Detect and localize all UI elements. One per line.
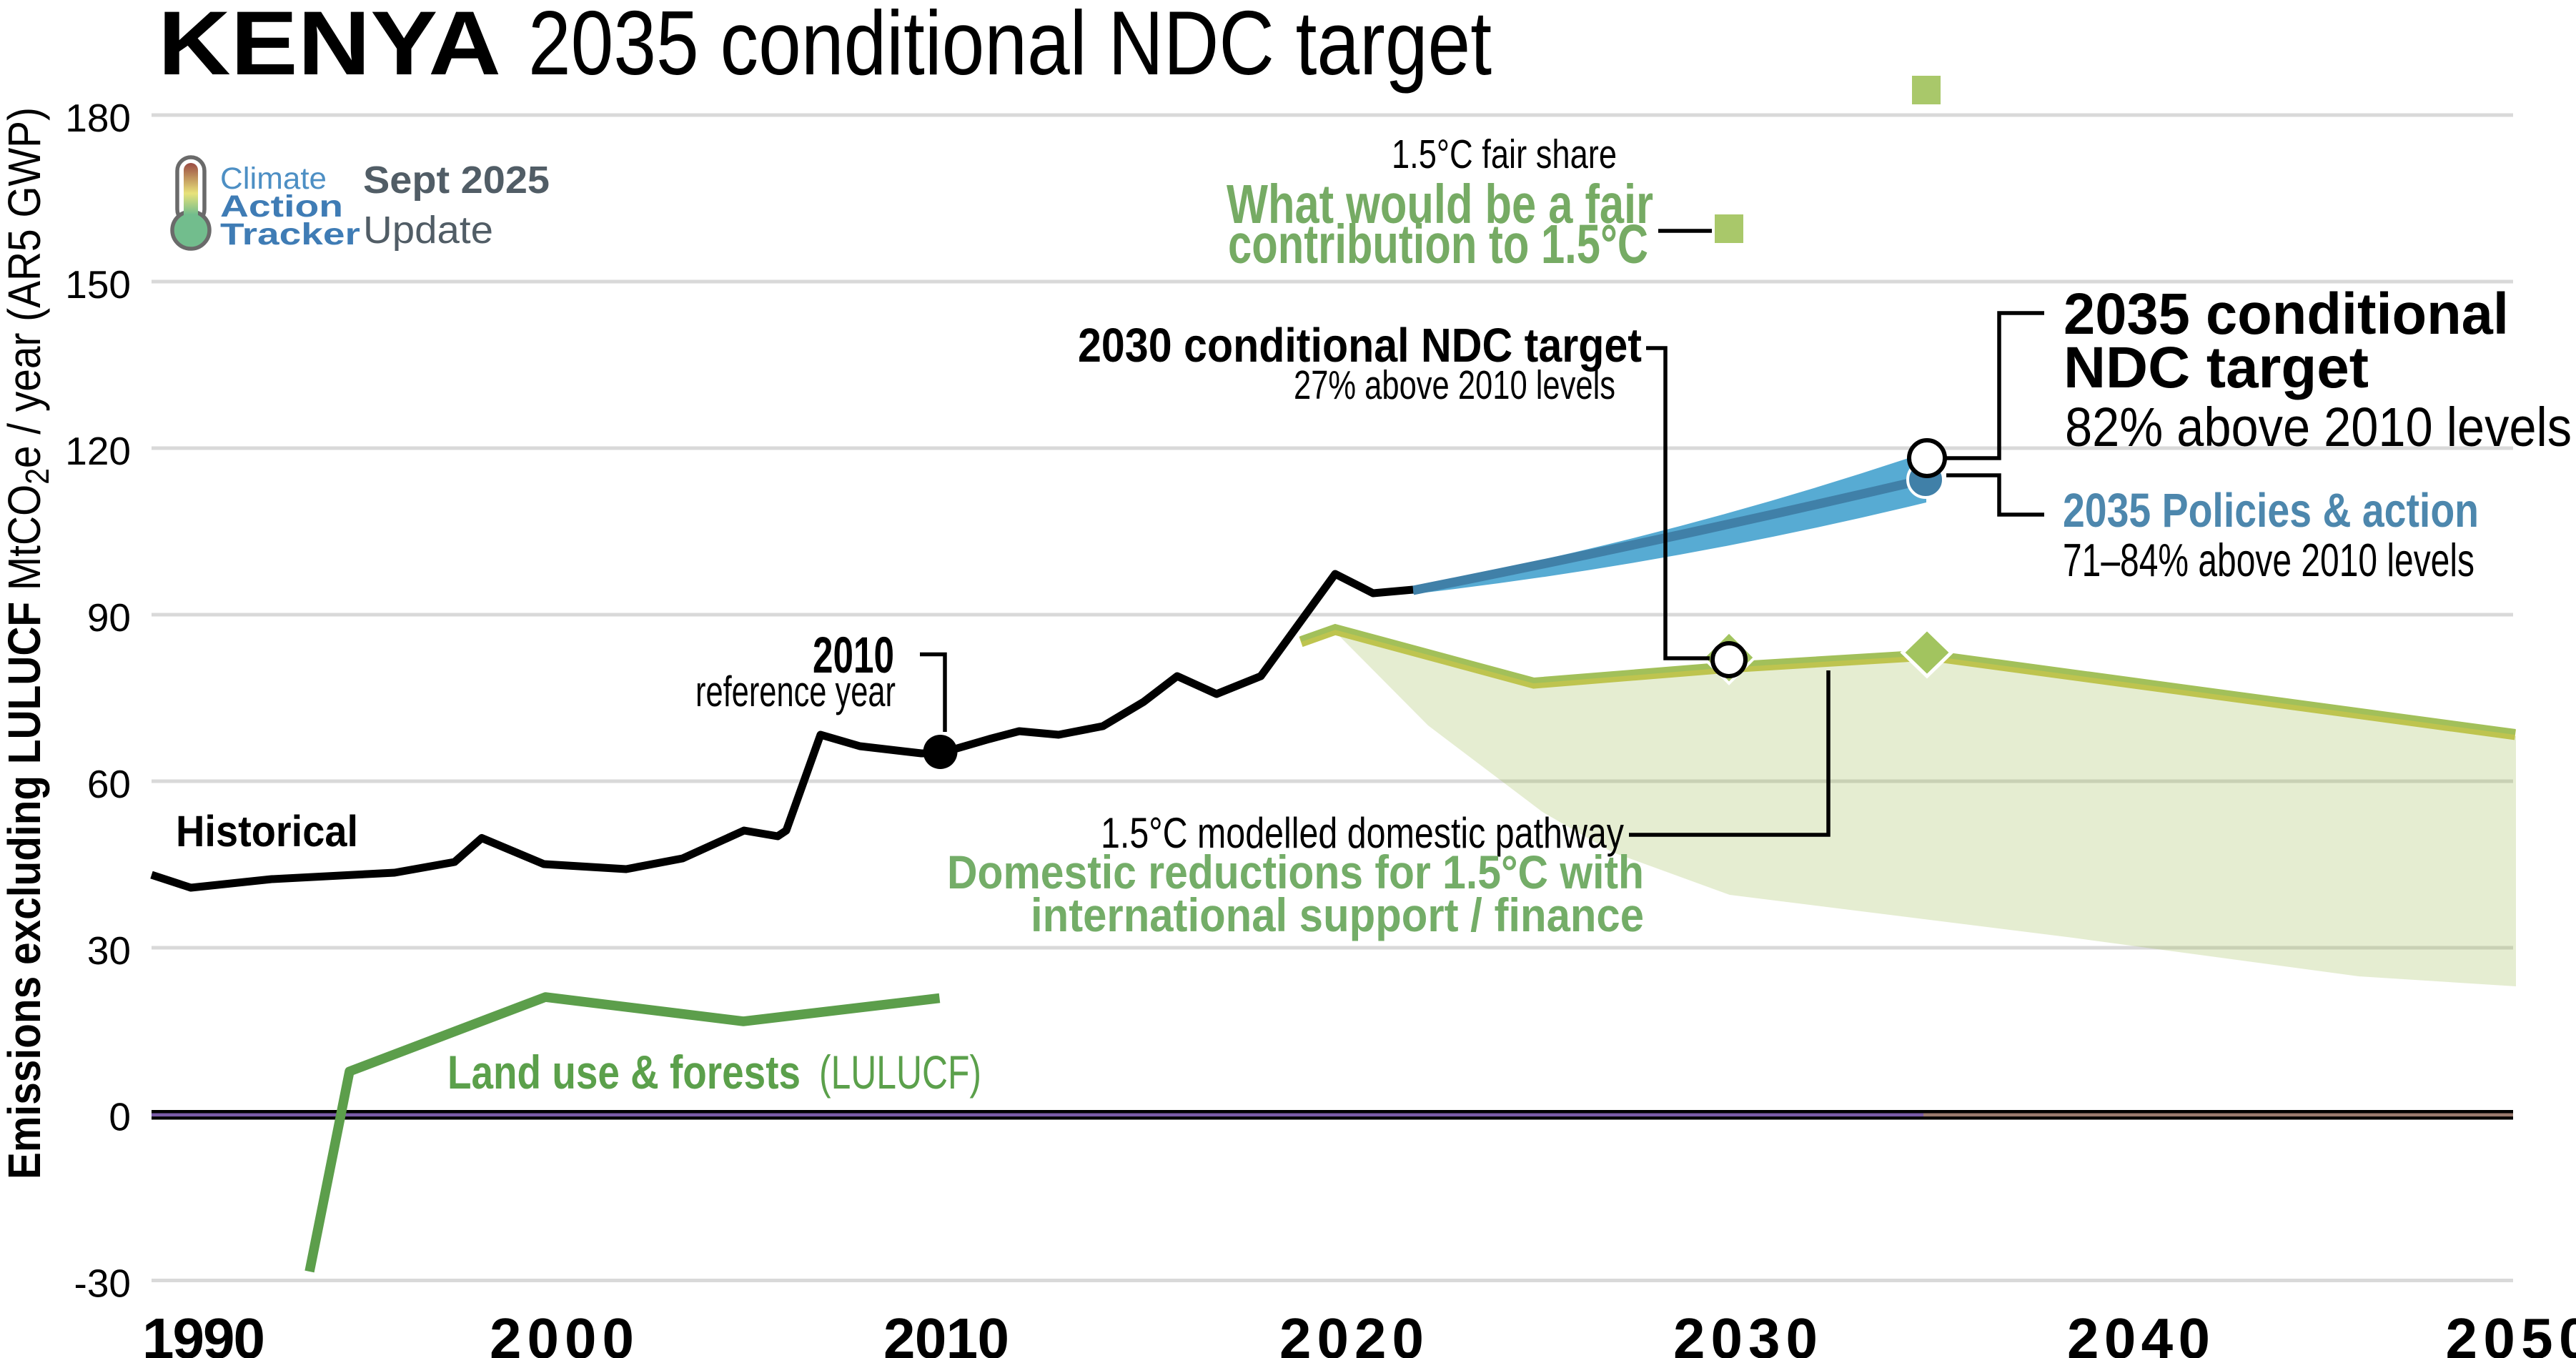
svg-text:Tracker: Tracker (220, 217, 360, 252)
svg-text:reference year: reference year (695, 668, 896, 715)
svg-text:27% above 2010 levels: 27% above 2010 levels (1294, 362, 1615, 408)
svg-text:Sept 2025: Sept 2025 (363, 159, 550, 202)
svg-text:1.5°C fair share: 1.5°C fair share (1392, 132, 1617, 177)
svg-text:2035 conditional: 2035 conditional (2064, 282, 2509, 347)
svg-text:Historical: Historical (176, 807, 358, 856)
svg-text:150: 150 (65, 262, 131, 307)
svg-text:Action: Action (220, 189, 343, 224)
svg-text:2035 Policies & action: 2035 Policies & action (2063, 484, 2479, 537)
svg-text:2035 conditional NDC target: 2035 conditional NDC target (528, 0, 1492, 94)
svg-text:82% above 2010 levels: 82% above 2010 levels (2065, 397, 2572, 458)
svg-text:71–84% above 2010 levels: 71–84% above 2010 levels (2063, 534, 2475, 586)
svg-text:30: 30 (87, 928, 131, 973)
svg-text:Climate: Climate (220, 162, 327, 196)
svg-text:Domestic reductions for 1.5°C: Domestic reductions for 1.5°C with (947, 846, 1644, 898)
svg-text:KENYA: KENYA (158, 0, 501, 94)
svg-text:90: 90 (87, 595, 131, 640)
svg-text:2010: 2010 (883, 1307, 1009, 1358)
svg-text:international support / financ: international support / finance (1031, 888, 1644, 941)
svg-text:120: 120 (65, 429, 131, 473)
svg-text:NDC target: NDC target (2064, 335, 2369, 400)
svg-text:2030 conditional NDC target: 2030 conditional NDC target (1078, 319, 1642, 372)
svg-text:1.5°C modelled domestic pathwa: 1.5°C modelled domestic pathway (1101, 809, 1624, 857)
svg-text:Emissions excluding LULUCF MtC: Emissions excluding LULUCF MtCO2e / year… (0, 107, 56, 1179)
svg-text:0: 0 (109, 1095, 131, 1139)
svg-text:contribution to 1.5°C: contribution to 1.5°C (1228, 214, 1648, 275)
svg-text:1990: 1990 (142, 1307, 265, 1358)
svg-text:60: 60 (87, 762, 131, 806)
svg-text:180: 180 (65, 96, 131, 140)
svg-text:Update: Update (363, 209, 493, 252)
svg-text:-30: -30 (74, 1262, 132, 1306)
svg-text:What would be a fair: What would be a fair (1227, 174, 1653, 235)
svg-text:(LULUCF): (LULUCF) (819, 1046, 981, 1099)
svg-text:2010: 2010 (813, 628, 894, 684)
svg-text:Land use & forests: Land use & forests (447, 1046, 801, 1099)
